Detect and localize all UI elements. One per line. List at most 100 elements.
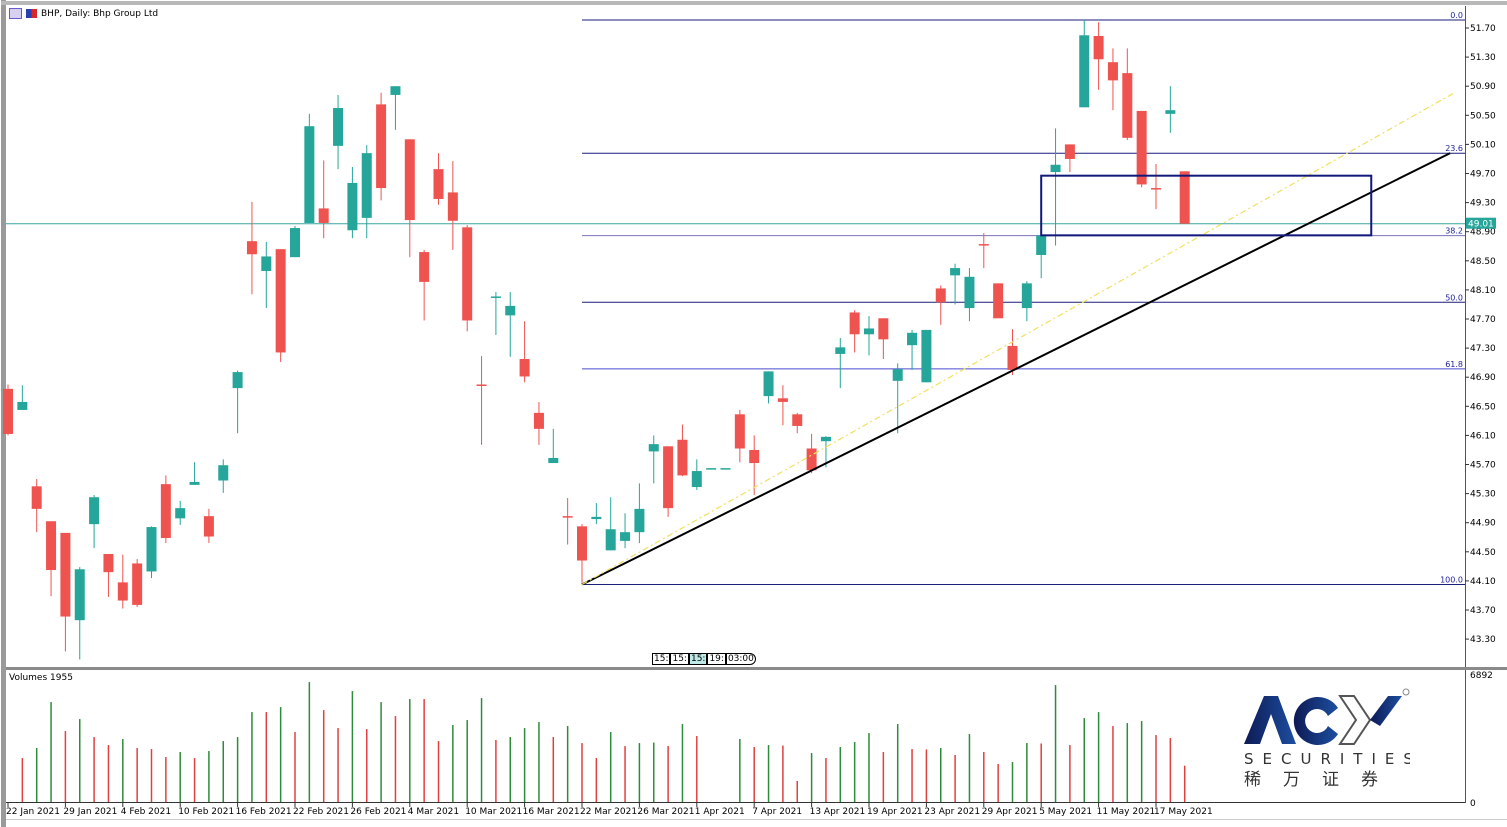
bearish-candle (419, 252, 430, 282)
bullish-candle (304, 126, 315, 223)
bearish-candle (577, 526, 587, 561)
bullish-candle (964, 276, 975, 309)
bearish-candle (1007, 345, 1018, 370)
bearish-candle (447, 192, 458, 221)
y-tick-label: 46.90 (1470, 373, 1496, 383)
bearish-candle (978, 244, 989, 246)
bearish-candle (993, 283, 1004, 319)
bearish-candle (749, 449, 760, 464)
bearish-candle (849, 312, 860, 335)
drawings[interactable] (581, 92, 1455, 586)
y-tick-label: 47.70 (1470, 315, 1496, 325)
bullish-candle (17, 401, 28, 410)
y-tick-label: 48.10 (1470, 286, 1496, 296)
bullish-candle (820, 436, 831, 442)
bearish-candle (935, 288, 946, 303)
bullish-candle (706, 468, 717, 470)
y-tick-label: 43.30 (1470, 635, 1496, 645)
svg-text:SECURITIES: SECURITIES (1244, 750, 1410, 768)
x-tick-label: 16 Mar 2021 (523, 807, 580, 817)
x-tick-label: 22 Feb 2021 (293, 807, 349, 817)
x-tick-label: 26 Mar 2021 (637, 807, 694, 817)
bearish-candle (806, 448, 817, 471)
y-tick-label: 47.30 (1470, 344, 1496, 354)
x-tick-label: 16 Feb 2021 (236, 807, 292, 817)
bearish-candle (132, 563, 143, 605)
bearish-candle (203, 516, 214, 537)
chart-title-text: BHP, Daily: Bhp Group Ltd (41, 8, 159, 19)
x-tick-label: 29 Apr 2021 (982, 807, 1038, 817)
x-tick-label: 7 Apr 2021 (752, 807, 802, 817)
bullish-candle (950, 268, 961, 276)
y-tick-label: 44.10 (1470, 577, 1496, 587)
bearish-candle (1179, 171, 1190, 224)
fibonacci-retracement[interactable]: 0.0 23.6 38.2 50.0 61.8 100.0 (582, 11, 1465, 586)
last-price-badge (1466, 217, 1496, 229)
bullish-candle (634, 508, 645, 533)
bearish-candle (476, 384, 487, 386)
y-tick-label: 44.90 (1470, 519, 1496, 529)
bullish-candle (505, 305, 516, 316)
fib-level-label: 100.0 (1440, 576, 1463, 585)
bearish-candle (1136, 110, 1147, 185)
y-tick-label: 49.70 (1470, 170, 1496, 180)
fib-level-label: 0.0 (1450, 11, 1463, 20)
bearish-candle (46, 521, 57, 570)
bullish-candle (175, 508, 186, 519)
bullish-candle (232, 372, 243, 389)
x-tick-label: 22 Jan 2021 (6, 807, 60, 817)
time-marker: 15: (670, 653, 689, 665)
bullish-candle (864, 328, 874, 335)
bearish-candle (878, 318, 889, 340)
volume-bars (21, 682, 1186, 802)
window-icon (9, 8, 22, 19)
bearish-candle (376, 104, 387, 189)
trendline (581, 152, 1451, 586)
pane-separator[interactable] (6, 667, 1507, 670)
bullish-candle (921, 329, 932, 383)
bearish-candle (734, 414, 745, 449)
price-axis[interactable]: 51.70 51.30 50.90 50.50 50.10 49.70 49.30 48.90… (1465, 24, 1496, 645)
y-tick-label: 51.30 (1470, 53, 1496, 63)
bearish-candle (275, 249, 286, 353)
x-tick-label: 4 Mar 2021 (408, 807, 459, 817)
bullish-candle (347, 182, 358, 231)
fib-level-label: 23.6 (1445, 144, 1463, 153)
fib-level-label: 38.2 (1445, 227, 1463, 236)
volume-max-label: 6892 (1470, 671, 1493, 681)
bullish-candle (605, 529, 616, 551)
time-marker: 03:00 (725, 653, 756, 665)
svg-text:稀万证券: 稀万证券 (1244, 770, 1400, 790)
bullish-candle (892, 369, 903, 381)
bearish-candle (1093, 36, 1104, 60)
y-tick-label: 50.90 (1470, 82, 1496, 92)
symbol-icon (26, 9, 37, 18)
x-tick-label: 13 Apr 2021 (810, 807, 866, 817)
time-marker: 15: (652, 653, 671, 665)
y-tick-label: 48.50 (1470, 257, 1496, 267)
bearish-candle (777, 398, 788, 402)
fib-level-label: 50.0 (1445, 293, 1463, 302)
bearish-candle (1107, 62, 1118, 81)
bullish-candle (261, 256, 272, 271)
dashed-trendline (581, 92, 1455, 586)
bearish-candle (3, 388, 13, 434)
bullish-candle (548, 457, 559, 464)
bullish-candle (146, 527, 157, 572)
bearish-candle (31, 486, 42, 509)
y-tick-label: 51.70 (1470, 24, 1496, 34)
bearish-candle (404, 139, 415, 221)
bearish-candle (318, 208, 329, 223)
time-axis[interactable]: 22 Jan 2021 29 Jan 2021 4 Feb 2021 10 Feb 2… (6, 803, 1213, 817)
candles (3, 19, 1190, 660)
bullish-candle (290, 228, 300, 258)
x-tick-label: 10 Feb 2021 (178, 807, 234, 817)
bearish-candle (663, 446, 674, 509)
top-border (1, 1, 1507, 5)
bullish-candle (835, 347, 846, 354)
bullish-candle (720, 468, 731, 470)
bearish-candle (519, 359, 530, 377)
x-tick-label: 19 Apr 2021 (867, 807, 923, 817)
y-tick-label: 43.70 (1470, 606, 1496, 616)
